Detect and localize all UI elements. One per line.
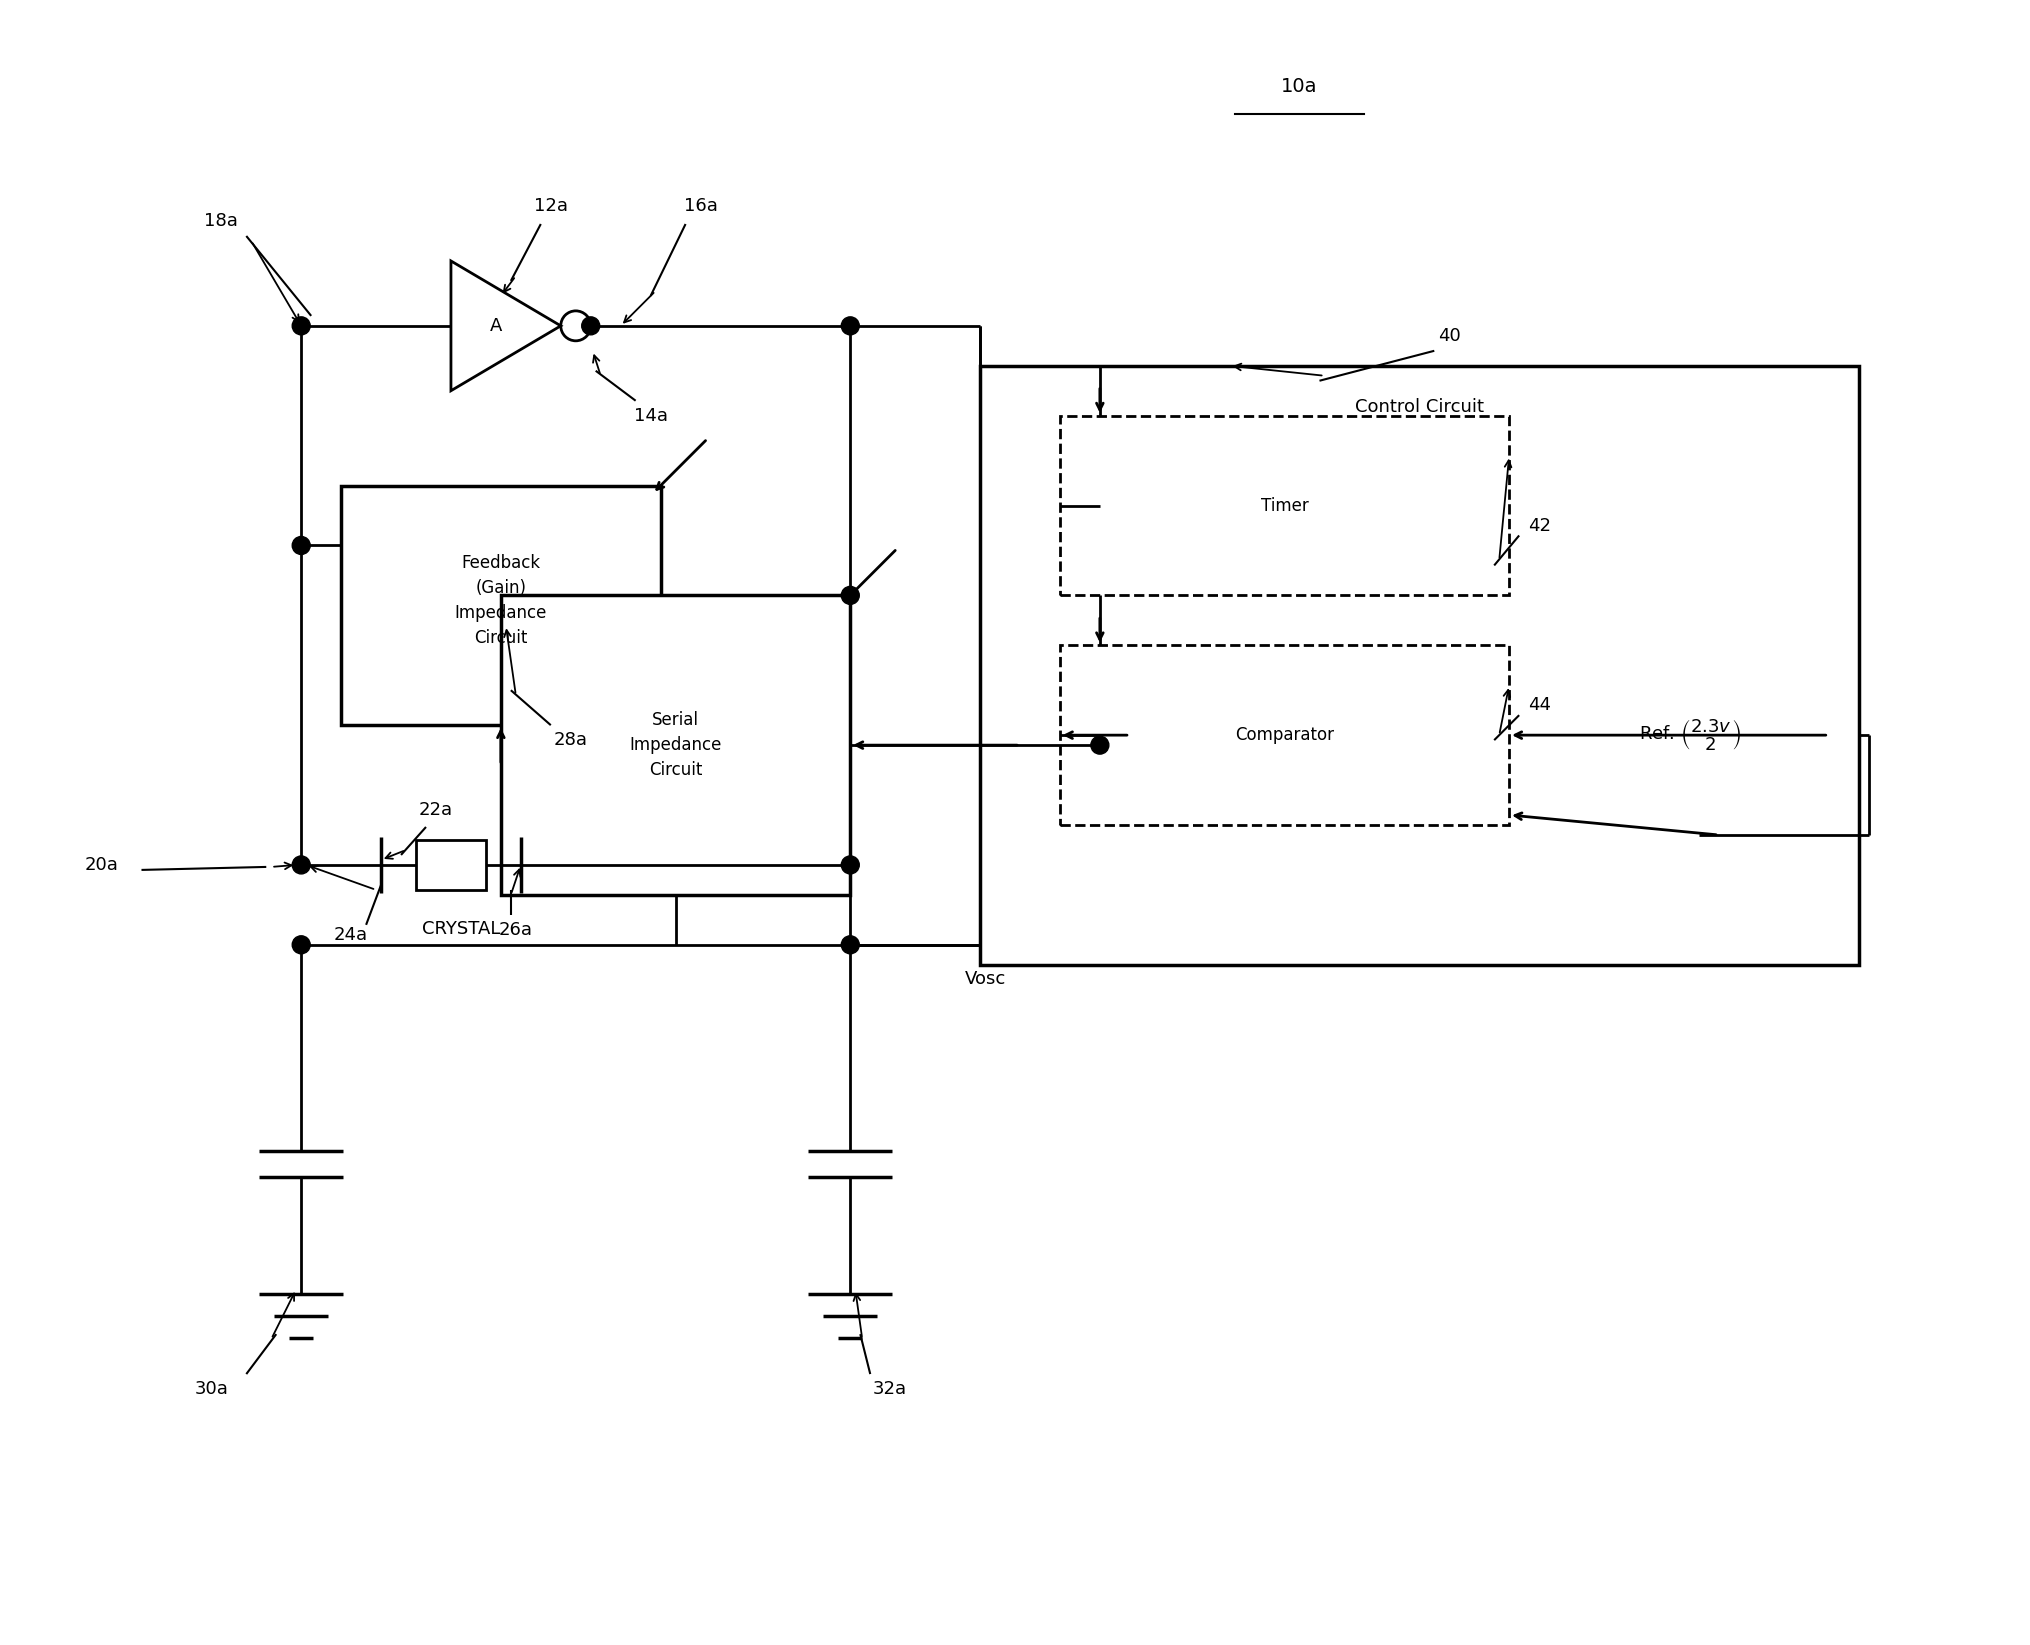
Text: Timer: Timer [1261,497,1309,515]
Bar [1060,416,1508,595]
Circle shape [1090,737,1108,753]
Text: 24a: 24a [335,926,367,944]
Bar [341,485,660,725]
Text: Serial
Impedance
Circuit: Serial Impedance Circuit [629,711,723,780]
Text: 18a: 18a [205,212,238,230]
Circle shape [292,855,311,873]
Text: Vosc: Vosc [964,971,1007,987]
Text: Comparator: Comparator [1234,725,1334,744]
Text: 10a: 10a [1281,77,1317,95]
Text: Control Circuit: Control Circuit [1354,398,1484,416]
Circle shape [840,855,859,873]
Circle shape [292,936,311,954]
Text: CRYSTAL: CRYSTAL [422,920,499,938]
Circle shape [292,536,311,554]
Text: 14a: 14a [633,406,668,424]
Bar [980,365,1859,964]
Text: 28a: 28a [554,730,589,748]
Text: Feedback
(Gain)
Impedance
Circuit: Feedback (Gain) Impedance Circuit [455,554,546,646]
Bar [1060,645,1508,826]
Circle shape [292,317,311,336]
Text: 40: 40 [1437,327,1462,345]
Text: A: A [489,317,501,336]
Circle shape [583,317,599,336]
Text: 26a: 26a [499,921,532,939]
Text: 30a: 30a [195,1380,227,1398]
Circle shape [840,586,859,604]
Text: 20a: 20a [85,855,118,873]
Text: 44: 44 [1529,696,1551,714]
Bar [501,595,851,895]
Bar [416,841,485,890]
Text: Ref. $\left(\dfrac{2.3v}{2}\right)$: Ref. $\left(\dfrac{2.3v}{2}\right)$ [1638,717,1742,753]
Text: 42: 42 [1529,517,1551,535]
Circle shape [840,936,859,954]
Text: 12a: 12a [534,197,568,215]
Text: 32a: 32a [873,1380,907,1398]
Text: 16a: 16a [684,197,717,215]
Text: 22a: 22a [418,801,453,819]
Circle shape [840,317,859,336]
